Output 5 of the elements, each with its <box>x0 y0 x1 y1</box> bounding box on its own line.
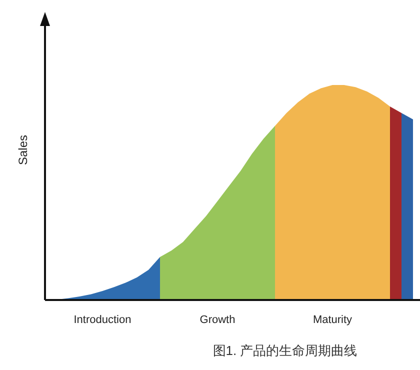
y-axis-title: Sales <box>16 134 30 166</box>
caption: 图1. 产品的生命周期曲线 <box>212 343 358 358</box>
x-tick-label: Growth <box>200 314 236 326</box>
x-tick-label: Maturity <box>312 314 353 326</box>
x-tick-label: Introduction <box>74 314 132 326</box>
